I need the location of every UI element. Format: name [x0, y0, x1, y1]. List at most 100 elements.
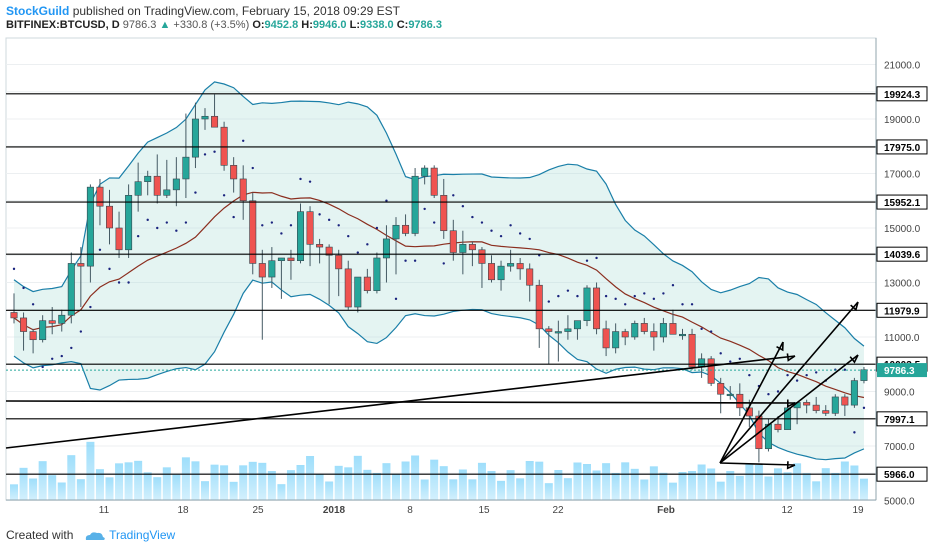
candle-body[interactable] [39, 320, 47, 341]
candle-body[interactable] [211, 115, 219, 128]
candle-body[interactable] [201, 115, 209, 120]
candle-body[interactable] [717, 383, 725, 395]
candle-body[interactable] [77, 263, 85, 267]
candle-body[interactable] [822, 410, 830, 414]
candle-body[interactable] [516, 263, 524, 270]
candle-body[interactable] [106, 205, 114, 229]
sar-dot [70, 346, 73, 350]
candle-body[interactable] [306, 211, 314, 245]
tradingview-logo[interactable]: TradingView [84, 528, 175, 542]
candle-body[interactable] [191, 118, 199, 158]
candle-body[interactable] [564, 328, 572, 332]
candle-body[interactable] [497, 265, 505, 281]
candle-body[interactable] [650, 331, 658, 338]
candle-body[interactable] [20, 317, 28, 332]
candle-body[interactable] [344, 268, 352, 308]
support-line[interactable] [5, 400, 796, 404]
candle-body[interactable] [296, 211, 304, 261]
candle-body[interactable] [812, 404, 820, 411]
candle-body[interactable] [573, 320, 581, 330]
arrow-line[interactable] [719, 341, 784, 464]
candle-body[interactable] [287, 257, 295, 262]
candle-body[interactable] [736, 393, 744, 409]
candle-body[interactable] [220, 126, 228, 166]
candle-body[interactable] [10, 312, 18, 319]
candle-body[interactable] [58, 314, 66, 324]
candle-body[interactable] [392, 224, 400, 240]
candle-body[interactable] [172, 178, 180, 191]
candle-body[interactable] [316, 244, 324, 248]
candle-body[interactable] [621, 331, 629, 338]
candle-body[interactable] [459, 244, 467, 253]
candle-body[interactable] [468, 244, 476, 251]
candle-body[interactable] [774, 423, 782, 430]
candle-body[interactable] [659, 323, 667, 338]
candle-body[interactable] [153, 175, 161, 196]
candle-body[interactable] [631, 323, 639, 338]
candle-body[interactable] [478, 249, 486, 264]
candle-body[interactable] [325, 246, 333, 256]
candle-body[interactable] [239, 178, 247, 202]
candle-body[interactable] [382, 238, 390, 259]
candle-body[interactable] [402, 224, 410, 234]
candle-body[interactable] [277, 257, 285, 262]
candle-body[interactable] [602, 328, 610, 349]
candle-body[interactable] [640, 323, 648, 332]
candle-body[interactable] [411, 175, 419, 234]
candle-body[interactable] [230, 165, 238, 180]
candle-body[interactable] [831, 396, 839, 414]
author-link[interactable]: StockGuild [6, 4, 70, 18]
candle-body[interactable] [29, 331, 37, 341]
candle-body[interactable] [354, 276, 362, 308]
candle-body[interactable] [258, 263, 266, 278]
candle-body[interactable] [764, 423, 772, 450]
candle-body[interactable] [449, 230, 457, 253]
candle-body[interactable] [593, 287, 601, 330]
candle-body[interactable] [144, 175, 152, 182]
candle-body[interactable] [803, 402, 811, 406]
volume-bar [458, 469, 467, 500]
candle-body[interactable] [535, 284, 543, 330]
candle-body[interactable] [125, 195, 133, 251]
candle-body[interactable] [841, 396, 849, 406]
candle-body[interactable] [373, 257, 381, 291]
candle-body[interactable] [134, 181, 142, 196]
candle-body[interactable] [182, 156, 190, 180]
candle-body[interactable] [612, 331, 620, 349]
candle-body[interactable] [96, 186, 104, 207]
candle-body[interactable] [678, 333, 686, 337]
level-price-label: 17975.0 [884, 143, 921, 154]
candle-body[interactable] [86, 186, 94, 267]
candle-body[interactable] [526, 268, 534, 286]
arrow-line[interactable] [719, 301, 859, 464]
candle-body[interactable] [669, 323, 677, 335]
candle-body[interactable] [487, 263, 495, 281]
candle-body[interactable] [268, 260, 276, 278]
candle-body[interactable] [115, 227, 123, 251]
candle-body[interactable] [583, 287, 591, 321]
arrow-line[interactable] [719, 462, 796, 466]
candle-body[interactable] [707, 358, 715, 384]
symbol-label[interactable]: BITFINEX:BTCUSD, D [6, 19, 120, 31]
candle-body[interactable] [363, 276, 371, 291]
published-text: published on TradingView.com, February 1… [72, 4, 401, 18]
arrow-line[interactable] [719, 354, 859, 464]
candle-body[interactable] [67, 263, 75, 316]
candle-body[interactable] [507, 263, 515, 267]
candle-body[interactable] [430, 167, 438, 196]
candle-body[interactable] [860, 369, 868, 381]
candle-body[interactable] [726, 393, 734, 397]
candle-body[interactable] [421, 167, 429, 177]
candle-body[interactable] [48, 320, 56, 324]
candle-body[interactable] [163, 189, 171, 196]
candle-body[interactable] [850, 380, 858, 406]
candle-body[interactable] [249, 200, 257, 264]
candle-body[interactable] [440, 195, 448, 232]
candle-body[interactable] [554, 331, 562, 334]
low-label: L: [349, 19, 360, 31]
candle-body[interactable] [335, 254, 343, 270]
candle-body[interactable] [545, 328, 553, 332]
candle-body[interactable] [698, 358, 706, 368]
price-chart[interactable]: 21000.020000.019000.018000.017000.016000… [0, 0, 932, 522]
candle-body[interactable] [688, 333, 696, 368]
